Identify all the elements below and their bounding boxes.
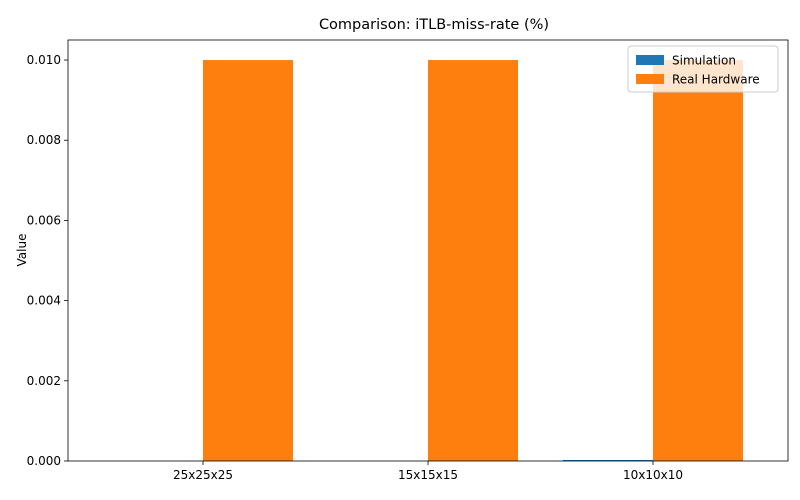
y-tick-label: 0.000 [27,454,61,468]
x-axis-ticks: 25x25x25 15x15x15 10x10x10 [173,461,683,482]
x-tick-label: 10x10x10 [623,468,683,482]
bar-real-hardware-10x10x10 [653,60,743,462]
y-tick-label: 0.002 [27,374,61,388]
bar-real-hardware-25x25x25 [203,60,293,462]
legend-box [627,45,779,93]
y-tick-label: 0.008 [27,133,61,147]
bar-real-hardware-15x15x15 [428,60,518,462]
legend-label: Simulation [672,54,736,68]
bars-group [203,60,743,462]
plot-frame [67,39,789,462]
y-tick-label: 0.006 [27,213,61,227]
legend-swatch [636,55,664,65]
legend: Simulation Real Hardware [627,45,779,93]
y-tick-label: 0.004 [27,294,61,308]
y-axis-ticks: 0.000 0.002 0.004 0.006 0.008 0.010 [27,53,68,468]
y-axis-title: Value [15,234,29,267]
legend-label: Real Hardware [672,73,760,87]
x-tick-label: 25x25x25 [173,468,233,482]
bar-simulation-10x10x10 [563,460,653,461]
x-tick-label: 15x15x15 [398,468,458,482]
y-tick-label: 0.010 [27,53,61,67]
chart-title: Comparison: iTLB-miss-rate (%) [319,17,549,33]
legend-swatch [636,74,664,84]
